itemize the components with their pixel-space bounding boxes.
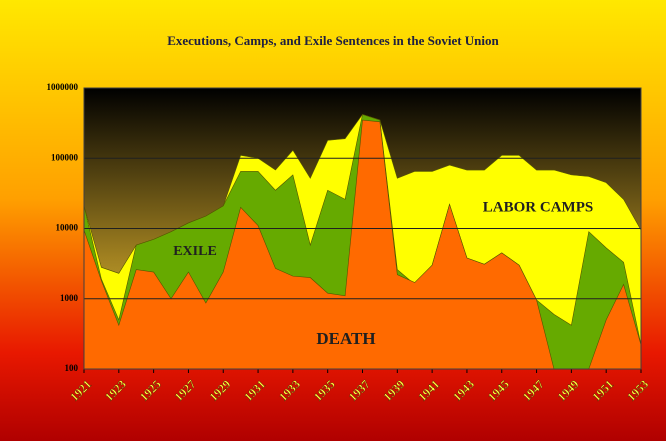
series-label: EXILE	[173, 244, 217, 259]
plot-border	[83, 87, 642, 370]
y-tick-label: 100	[65, 363, 79, 373]
y-tick-label: 1000000	[47, 82, 79, 92]
chart-title: Executions, Camps, and Exile Sentences i…	[167, 33, 499, 48]
y-tick-label: 1000	[60, 293, 79, 303]
series-label: LABOR CAMPS	[483, 199, 593, 215]
y-tick-label: 10000	[56, 223, 79, 233]
y-tick-label: 100000	[51, 152, 79, 162]
series-label: DEATH	[316, 329, 375, 348]
